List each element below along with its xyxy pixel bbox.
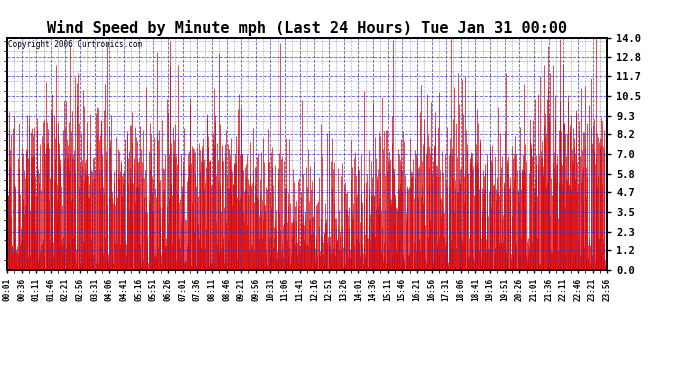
Text: Copyright 2006 Curtronics.com: Copyright 2006 Curtronics.com bbox=[8, 40, 141, 49]
Title: Wind Speed by Minute mph (Last 24 Hours) Tue Jan 31 00:00: Wind Speed by Minute mph (Last 24 Hours)… bbox=[47, 20, 567, 36]
